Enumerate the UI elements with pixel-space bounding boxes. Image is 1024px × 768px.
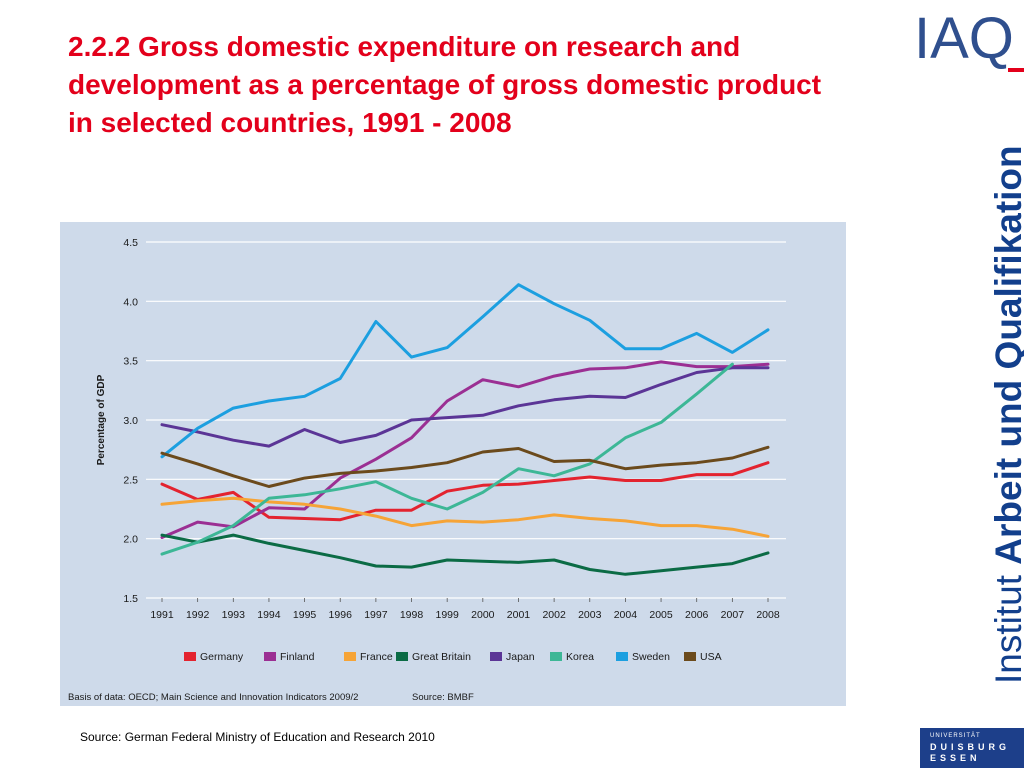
iaq-logo: IAQ — [914, 6, 1024, 72]
legend-label-korea: Korea — [566, 651, 594, 663]
legend-swatch-sweden — [616, 652, 628, 661]
logo-red-bar — [1008, 68, 1024, 72]
y-tick-label: 2.5 — [123, 474, 138, 486]
legend-label-germany: Germany — [200, 651, 244, 663]
x-tick-label: 2003 — [578, 609, 602, 621]
legend-swatch-usa — [684, 652, 696, 661]
series-line-usa — [160, 445, 770, 488]
y-tick-label: 4.0 — [123, 296, 138, 308]
uni-logo-line2: ESSEN — [930, 753, 981, 763]
series-line-germany — [160, 461, 770, 522]
legend-swatch-germany — [184, 652, 196, 661]
y-tick-label: 2.0 — [123, 534, 138, 546]
legend-label-usa: USA — [700, 651, 722, 663]
y-tick-label: 3.5 — [123, 356, 138, 368]
x-tick-label: 2001 — [507, 609, 531, 621]
legend-label-finland: Finland — [280, 651, 315, 663]
source-footer: Source: German Federal Ministry of Educa… — [80, 730, 435, 744]
basis-note: Basis of data: OECD; Main Science and In… — [68, 692, 358, 703]
legend-swatch-finland — [264, 652, 276, 661]
x-tick-label: 1997 — [364, 609, 388, 621]
x-tick-label: 1999 — [435, 609, 459, 621]
legend-label-sweden: Sweden — [632, 651, 670, 663]
legend-label-france: France — [360, 651, 393, 663]
chart-source-note: Source: BMBF — [412, 692, 474, 703]
x-tick-label: 2008 — [756, 609, 780, 621]
y-tick-label: 4.5 — [123, 237, 138, 249]
uni-logo-line1: DUISBURG — [930, 742, 1011, 752]
legend-label-japan: Japan — [506, 651, 535, 663]
legend-swatch-korea — [550, 652, 562, 661]
line-chart: 1.5 2.0 2.5 3.0 3.5 4.0 4.5 1991 1992 1993 1994 199… — [68, 237, 786, 703]
y-axis-title: Percentage of GDP — [96, 374, 107, 465]
side-label-light: Institut — [988, 575, 1024, 684]
slide-title: 2.2.2 Gross domestic expenditure on rese… — [68, 31, 822, 138]
chart-panel: 1.5 2.0 2.5 3.0 3.5 4.0 4.5 1991 1992 1993 1994 199… — [60, 222, 846, 706]
x-tick-label: 1991 — [150, 609, 174, 621]
x-tick-label: 2002 — [542, 609, 566, 621]
side-label-bold: Arbeit und Qualifikation — [988, 145, 1024, 565]
x-tick-label: 2000 — [471, 609, 495, 621]
x-tick-label: 1998 — [400, 609, 424, 621]
x-tick-label: 1995 — [293, 609, 317, 621]
x-tick-label: 1994 — [257, 609, 281, 621]
legend-label-great-britain: Great Britain — [412, 651, 471, 663]
uni-logo-top: UNIVERSITÄT — [930, 733, 981, 739]
x-tick-label: 1996 — [329, 609, 353, 621]
side-label: Institut Arbeit und Qualifikation — [988, 145, 1024, 684]
x-tick-label: 2005 — [649, 609, 673, 621]
x-tick-label: 1993 — [222, 609, 246, 621]
legend-swatch-great-britain — [396, 652, 408, 661]
y-tick-label: 1.5 — [123, 593, 138, 605]
series-line-sweden — [160, 283, 770, 459]
series-line-japan — [160, 366, 770, 448]
legend-swatch-france — [344, 652, 356, 661]
series-line-great-britain — [160, 533, 770, 576]
series-line-korea — [160, 362, 734, 556]
y-tick-label: 3.0 — [123, 415, 138, 427]
x-tick-label: 2007 — [721, 609, 745, 621]
university-logo: UNIVERSITÄT DUISBURG ESSEN — [920, 728, 1024, 768]
x-tick-label: 1992 — [186, 609, 210, 621]
x-tick-label: 2006 — [685, 609, 709, 621]
iaq-logo-text: IAQ — [914, 6, 1014, 71]
x-tick-label: 2004 — [614, 609, 638, 621]
legend-swatch-japan — [490, 652, 502, 661]
series-line-finland — [160, 360, 770, 539]
